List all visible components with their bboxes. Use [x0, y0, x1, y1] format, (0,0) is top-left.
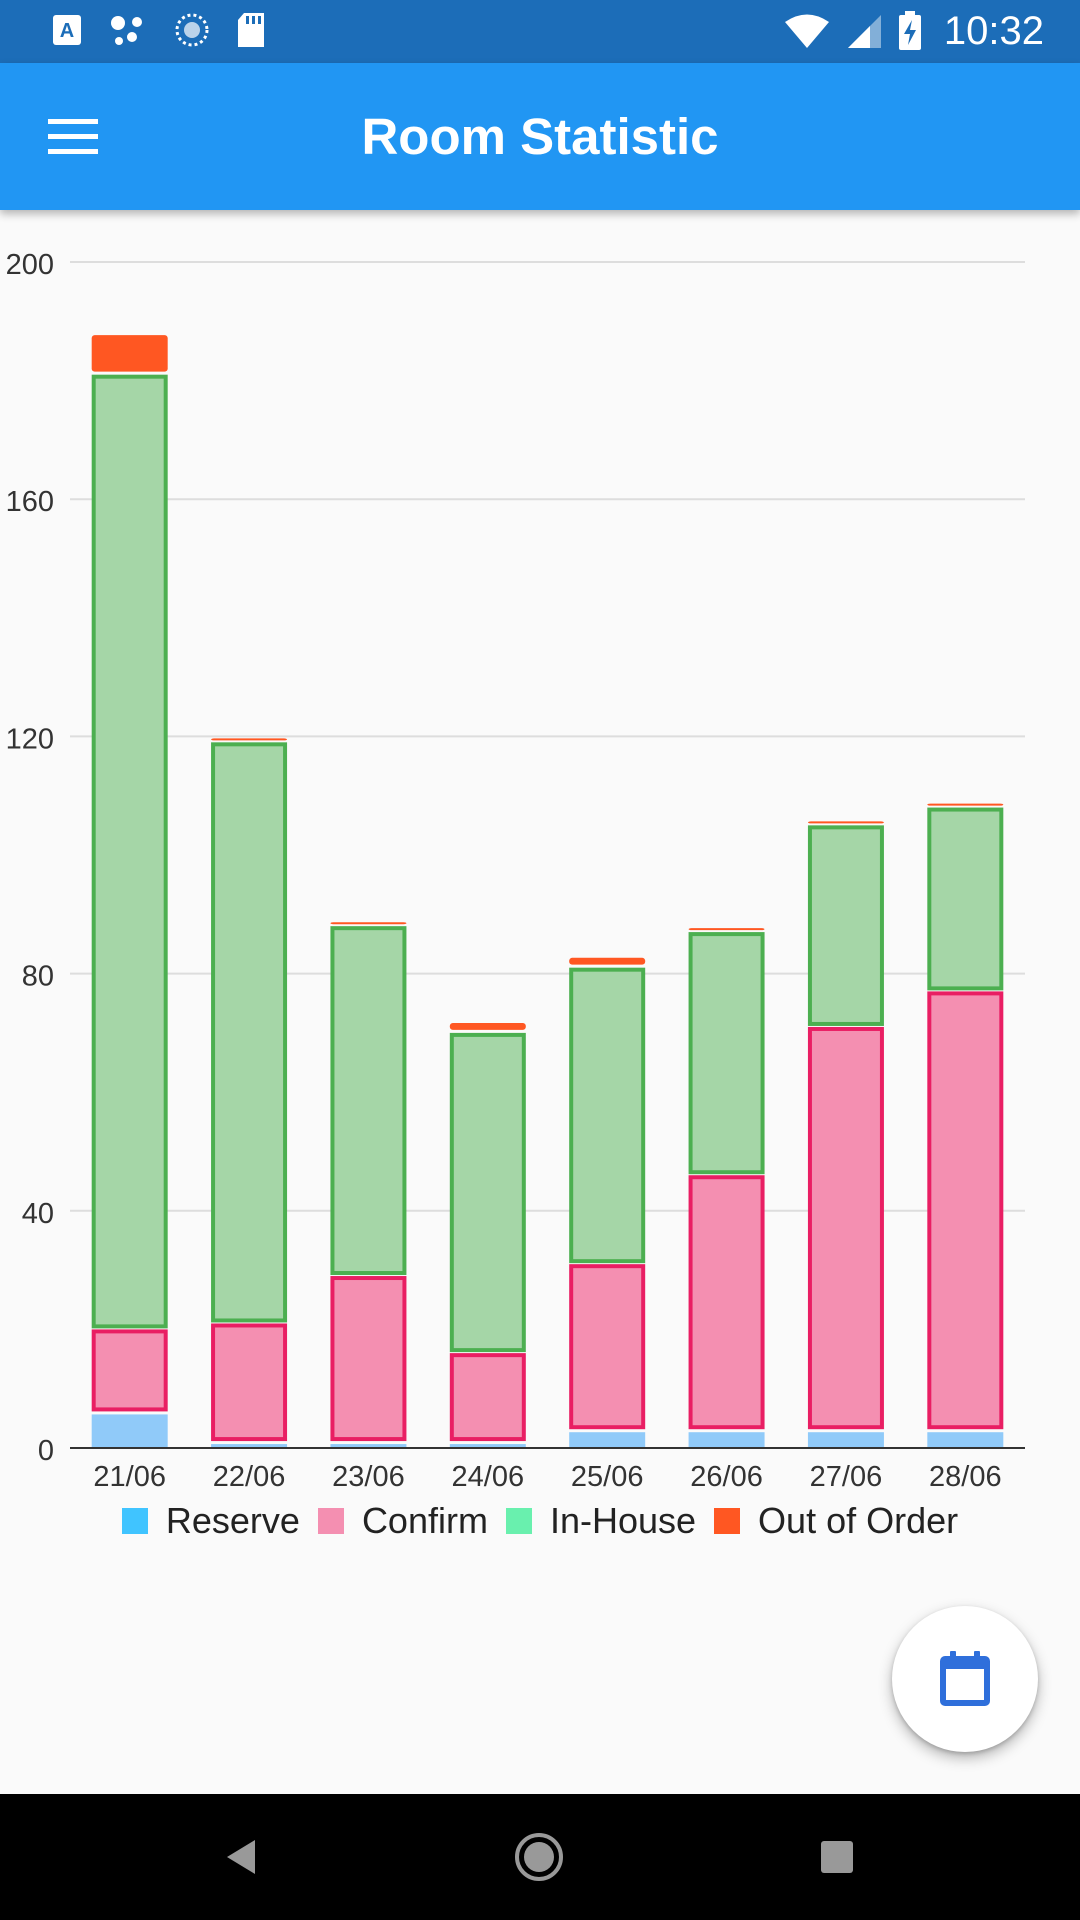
status-bar: A 10:32: [0, 0, 1080, 63]
status-left-icons: A: [52, 12, 266, 48]
bar-segment-out-of-order: [449, 1023, 526, 1030]
signal-icon: [847, 15, 881, 48]
x-tick-label: 28/06: [929, 1461, 1002, 1493]
bar-segment-reserve: [688, 1432, 765, 1448]
bar-segment-in-house: [569, 967, 646, 1264]
x-tick-label: 25/06: [571, 1461, 644, 1493]
home-button[interactable]: [506, 1824, 572, 1890]
bar-segment-in-house: [449, 1032, 526, 1353]
legend-swatch-in-house: [505, 1508, 532, 1534]
bar-segment-confirm: [330, 1276, 407, 1442]
bar-segment-in-house: [91, 374, 168, 1329]
back-icon: [227, 1840, 255, 1874]
y-tick-label: 80: [22, 961, 54, 993]
bar-segment-in-house: [927, 807, 1004, 991]
x-tick-label: 27/06: [810, 1461, 883, 1493]
bar-segment-confirm: [807, 1026, 884, 1430]
battery-charging-icon: [898, 11, 921, 50]
bar-segment-confirm: [211, 1323, 288, 1442]
bar-segment-confirm: [927, 991, 1004, 1430]
chart-legend: Reserve Confirm In-House Out of Order: [0, 1500, 1080, 1542]
x-tick-label: 21/06: [93, 1461, 166, 1493]
page-title: Room Statistic: [361, 108, 719, 165]
x-tick-label: 26/06: [690, 1461, 763, 1493]
bar-segment-reserve: [569, 1432, 646, 1448]
legend-item-in-house[interactable]: In-House: [505, 1500, 697, 1542]
bar-segment-reserve: [211, 1444, 288, 1448]
legend-label-reserve: Reserve: [165, 1500, 300, 1541]
bar-segment-in-house: [807, 825, 884, 1026]
bar-segment-confirm: [91, 1329, 168, 1412]
sd-card-icon: [238, 13, 264, 47]
bar-segment-out-of-order: [688, 928, 765, 931]
x-tick-label: 22/06: [213, 1461, 286, 1493]
system-nav-bar: [0, 1794, 1080, 1920]
recents-button[interactable]: [804, 1824, 870, 1890]
status-time: 10:32: [943, 8, 1044, 53]
sync-circle-icon: [175, 13, 209, 47]
bar-segment-reserve: [927, 1432, 1004, 1448]
legend-item-out-of-order[interactable]: Out of Order: [714, 1500, 958, 1542]
bar-segment-in-house: [688, 932, 765, 1175]
home-icon: [515, 1833, 563, 1881]
bar-segment-confirm: [688, 1175, 765, 1430]
calendar-fab-button[interactable]: [892, 1606, 1038, 1752]
menu-icon: [48, 119, 98, 154]
y-tick-label: 120: [6, 723, 54, 755]
bar-segment-reserve: [330, 1444, 407, 1448]
legend-item-reserve[interactable]: Reserve: [121, 1500, 300, 1542]
stacked-bar-chart: 0 40 80 120 160 200 21/06 22/06 23/06 24/06 25/06 2…: [6, 249, 1025, 1493]
legend-label-in-house: In-House: [549, 1500, 697, 1541]
bar-segment-in-house: [330, 926, 407, 1276]
y-tick-label: 200: [6, 249, 54, 281]
back-button[interactable]: [208, 1824, 274, 1890]
legend-swatch-reserve: [121, 1508, 148, 1534]
app-bar: Room Statistic: [0, 63, 1080, 210]
bar-segment-out-of-order: [569, 957, 646, 965]
x-tick-label: 23/06: [332, 1461, 405, 1493]
svg-text:A: A: [60, 20, 74, 42]
bar-segment-reserve: [449, 1444, 526, 1448]
bar-segment-in-house: [211, 742, 288, 1323]
y-tick-label: 160: [6, 486, 54, 518]
assistant-dots-icon: [111, 16, 142, 45]
status-right-icons: 10:32: [784, 6, 1044, 56]
recents-icon: [821, 1841, 853, 1873]
menu-button[interactable]: [38, 109, 110, 165]
bar-segment-out-of-order: [330, 922, 407, 925]
bar-segment-out-of-order: [91, 335, 168, 372]
legend-label-out-of-order: Out of Order: [758, 1500, 959, 1541]
legend-item-confirm[interactable]: Confirm: [317, 1500, 488, 1542]
bar-segment-out-of-order: [211, 738, 288, 741]
calendar-icon: [940, 1651, 990, 1706]
legend-swatch-confirm: [317, 1508, 344, 1534]
legend-swatch-out-of-order: [714, 1508, 741, 1534]
bar-segment-confirm: [449, 1353, 526, 1442]
wifi-icon: [784, 14, 829, 48]
bar-segment-reserve: [807, 1432, 884, 1448]
a-text-icon: A: [53, 15, 81, 45]
bar-segment-out-of-order: [807, 821, 884, 824]
bar-segment-out-of-order: [927, 803, 1004, 806]
y-tick-label: 0: [38, 1435, 54, 1467]
bar-segment-reserve: [91, 1414, 168, 1448]
y-tick-label: 40: [22, 1198, 54, 1230]
bar-segment-confirm: [569, 1264, 646, 1430]
x-tick-label: 24/06: [452, 1461, 525, 1493]
legend-label-confirm: Confirm: [361, 1500, 488, 1541]
chart-area: 0 40 80 120 160 200 21/06 22/06 23/06 24/06 25/06 2…: [0, 210, 1080, 1610]
